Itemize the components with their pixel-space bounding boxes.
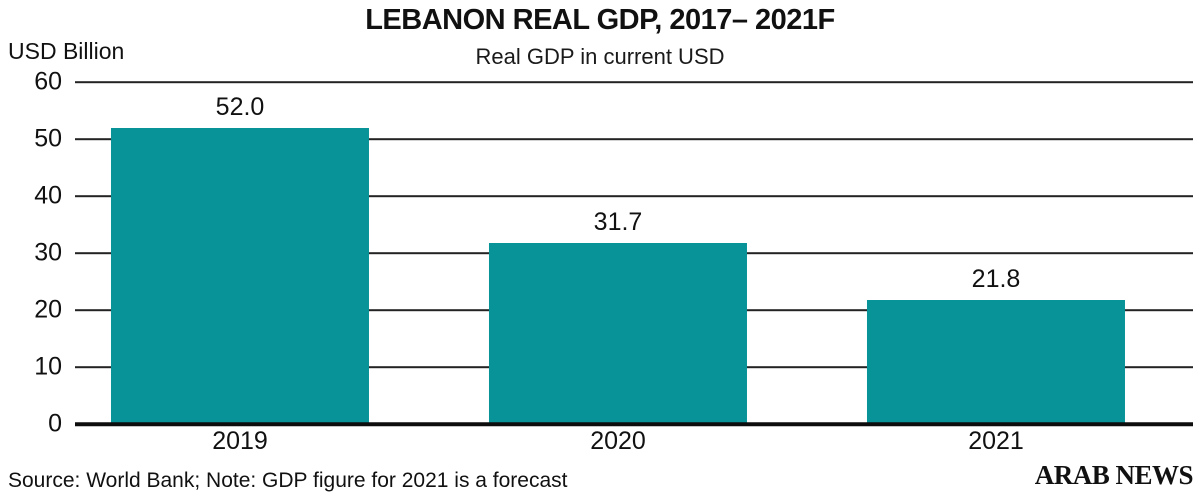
bar-2020 <box>488 243 748 424</box>
y-tick-label-30: 30 <box>34 238 62 267</box>
chart-subtitle: Real GDP in current USD <box>475 44 725 69</box>
bar-2021 <box>866 299 1126 424</box>
x-axis-labels: 2019 2020 2021 <box>75 429 1193 459</box>
x-tick-label-2020: 2020 <box>590 427 646 455</box>
gridline-0 <box>75 422 1193 426</box>
value-label-2021: 21.8 <box>971 264 1021 293</box>
gridline-60 <box>75 81 1193 83</box>
bar-2019 <box>111 127 370 424</box>
gridline-40 <box>75 195 1193 197</box>
plot-area: 52.0 31.7 21.8 <box>75 81 1193 426</box>
gridline-50 <box>75 138 1193 140</box>
y-tick-label-20: 20 <box>34 295 62 324</box>
y-tick-label-0: 0 <box>48 409 62 438</box>
x-tick-label-2019: 2019 <box>212 427 268 455</box>
chart-title: LEBANON REAL GDP, 2017– 2021F <box>365 4 835 36</box>
x-tick-label-2021: 2021 <box>968 427 1024 455</box>
source-note: Source: World Bank; Note: GDP figure for… <box>8 469 568 492</box>
arab-news-wordmark: ARAB NEWS <box>1034 460 1194 490</box>
y-tick-label-40: 40 <box>34 181 62 210</box>
y-tick-label-10: 10 <box>34 352 62 381</box>
y-axis-unit-label: USD Billion <box>8 38 125 64</box>
value-label-2020: 31.7 <box>593 208 643 237</box>
y-tick-label-50: 50 <box>34 124 62 153</box>
y-tick-label-60: 60 <box>34 67 62 96</box>
y-axis-tick-labels: 0 10 20 30 40 50 60 <box>0 69 62 436</box>
value-label-2019: 52.0 <box>215 92 265 121</box>
